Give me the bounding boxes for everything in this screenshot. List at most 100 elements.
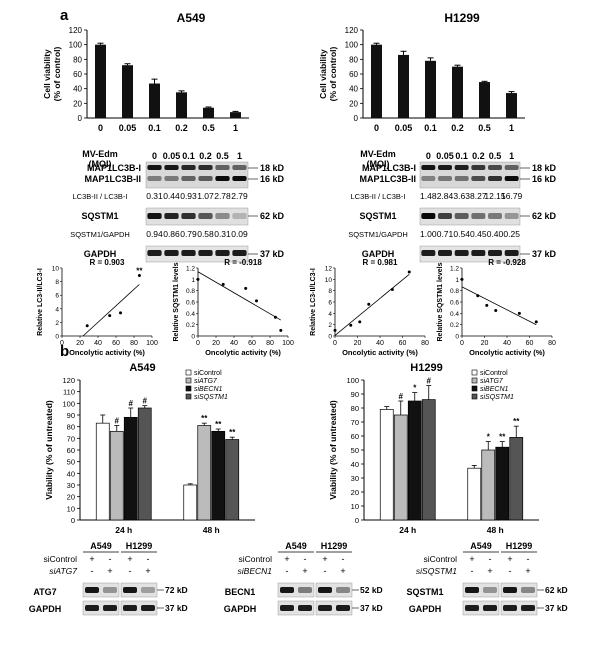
legend-swatch bbox=[185, 393, 192, 400]
y-tick-label: 80 bbox=[67, 423, 75, 432]
cell-line-label: A549 bbox=[90, 541, 112, 551]
y-tick-label: 0.6 bbox=[186, 300, 195, 307]
x-tick-label: 0.5 bbox=[202, 123, 215, 133]
bar bbox=[211, 430, 226, 521]
y-tick-label: 120 bbox=[345, 26, 359, 35]
ratio-value: 12.15 bbox=[484, 191, 506, 201]
h1299-sqstm1-correlation-plot: 0 0.2 0.4 0.6 0.8 1 1.2 0 20 40 60 80 R = -0.928 Rela… bbox=[437, 258, 556, 357]
bar bbox=[407, 400, 422, 521]
sqstm-ratio-value: 0.94 bbox=[146, 229, 163, 239]
blot-band bbox=[181, 213, 196, 219]
x-tick-label: 0 bbox=[460, 340, 464, 347]
gapdh-blot bbox=[82, 600, 120, 616]
panel-label-b: b bbox=[60, 343, 69, 360]
x-tick-label: 0 bbox=[98, 123, 103, 133]
bar bbox=[398, 54, 409, 118]
blot-band bbox=[85, 587, 99, 593]
blot-band bbox=[488, 176, 502, 181]
plus-sign: + bbox=[145, 566, 150, 576]
blot-band bbox=[215, 250, 230, 256]
y-tick-label: 0.2 bbox=[186, 322, 195, 329]
sqstm1-blot bbox=[145, 207, 249, 226]
plus-sign: + bbox=[507, 554, 512, 564]
x-tick-label: 20 bbox=[354, 340, 362, 347]
target-blot bbox=[277, 582, 315, 598]
kd-label: 62 kD bbox=[545, 585, 568, 595]
y-tick-label: 0.8 bbox=[450, 288, 459, 295]
y-tick-label: 0 bbox=[78, 114, 83, 123]
ratio-value: 8.27 bbox=[470, 191, 487, 201]
y-tick-label: 0 bbox=[71, 516, 75, 525]
y-axis-label: Viability (% of untreated) bbox=[44, 400, 54, 500]
blot-band bbox=[471, 250, 486, 256]
x-tick-label: 60 bbox=[399, 340, 407, 347]
significance-mark: # bbox=[399, 392, 404, 401]
x-tick-label: 0 bbox=[60, 340, 64, 347]
blot-band bbox=[521, 605, 535, 611]
a549-sirna-viability-chart: A549 0 10 20 30 40 50 60 70 80 90 100 110 120 Viabilit… bbox=[44, 362, 255, 535]
becn1-knockdown-blot: A549 H1299 siControl siBECN1 + - - + + - - + BECN1 GA… bbox=[224, 541, 383, 616]
y-tick-label: 80 bbox=[73, 55, 82, 64]
kd-label: 37 kD bbox=[165, 603, 188, 613]
x-tick-label: 40 bbox=[503, 340, 511, 347]
legend-label: siControl bbox=[480, 370, 508, 377]
blot-band bbox=[123, 587, 137, 593]
moi-unit: (MOI) bbox=[367, 159, 390, 169]
data-point bbox=[273, 315, 277, 319]
blot-band bbox=[215, 213, 230, 219]
significance-mark: ** bbox=[215, 420, 222, 429]
significance-mark: ** bbox=[513, 417, 520, 426]
plus-sign: + bbox=[284, 554, 289, 564]
y-tick-label: 1.2 bbox=[186, 266, 195, 273]
y-tick-label: 30 bbox=[67, 481, 75, 490]
x-tick-label: 0.2 bbox=[451, 123, 464, 133]
data-point bbox=[108, 314, 112, 318]
y-tick-label: 100 bbox=[69, 41, 83, 50]
bar bbox=[230, 112, 241, 118]
blot-band bbox=[438, 213, 452, 219]
data-point bbox=[349, 323, 353, 327]
legend-label: siSQSTM1 bbox=[194, 394, 228, 401]
legend-label: siSQSTM1 bbox=[480, 394, 514, 401]
bar bbox=[393, 414, 408, 521]
ratio-value: 0.31 bbox=[146, 191, 163, 201]
minus-sign: - bbox=[342, 554, 345, 564]
blot-band bbox=[147, 250, 162, 256]
legend-swatch bbox=[471, 377, 478, 384]
y-tick-label: 4 bbox=[328, 311, 332, 318]
blot-band bbox=[521, 587, 535, 593]
fit-line bbox=[197, 271, 282, 321]
y-tick-label: 60 bbox=[67, 446, 75, 455]
atg7-knockdown-blot: A549 H1299 siControl siATG7 + - - + + - - + ATG7 GAPD… bbox=[29, 541, 188, 616]
y-axis-unit: (% of control) bbox=[328, 46, 338, 101]
minus-sign: - bbox=[324, 566, 327, 576]
row-label-sicontrol: siControl bbox=[238, 554, 272, 564]
blot-band bbox=[454, 165, 469, 170]
kd-label-18: 18 kD bbox=[532, 163, 557, 173]
blot-band bbox=[141, 587, 155, 593]
data-point bbox=[485, 303, 489, 307]
legend-label: siATG7 bbox=[194, 378, 218, 385]
ratio-value: 1.48 bbox=[420, 191, 437, 201]
ratio-value: 3.63 bbox=[453, 191, 470, 201]
y-axis-label: Relative LC3-II/LC3-I bbox=[310, 268, 317, 336]
bar bbox=[95, 422, 110, 521]
sqstm-ratio-value: 0.58 bbox=[197, 229, 214, 239]
plus-sign: + bbox=[487, 566, 492, 576]
cell-line-label: H1299 bbox=[506, 541, 533, 551]
blot-band bbox=[232, 250, 247, 256]
blot-label-lc3-i: MAP1LC3B-I bbox=[87, 163, 141, 173]
plus-sign: + bbox=[89, 554, 94, 564]
y-tick-label: 120 bbox=[62, 376, 75, 385]
y-tick-label: 80 bbox=[351, 404, 359, 413]
y-tick-label: 40 bbox=[351, 460, 359, 469]
blot-band bbox=[483, 605, 497, 611]
fit-line bbox=[82, 284, 140, 337]
h1299-viability-chart: 0 20 40 60 80 100 120 Cell viability (% of contr… bbox=[318, 26, 525, 133]
x-axis-label: Oncolytic activity (%) bbox=[205, 348, 281, 357]
plus-sign: + bbox=[127, 554, 132, 564]
kd-label-16: 16 kD bbox=[532, 174, 557, 184]
